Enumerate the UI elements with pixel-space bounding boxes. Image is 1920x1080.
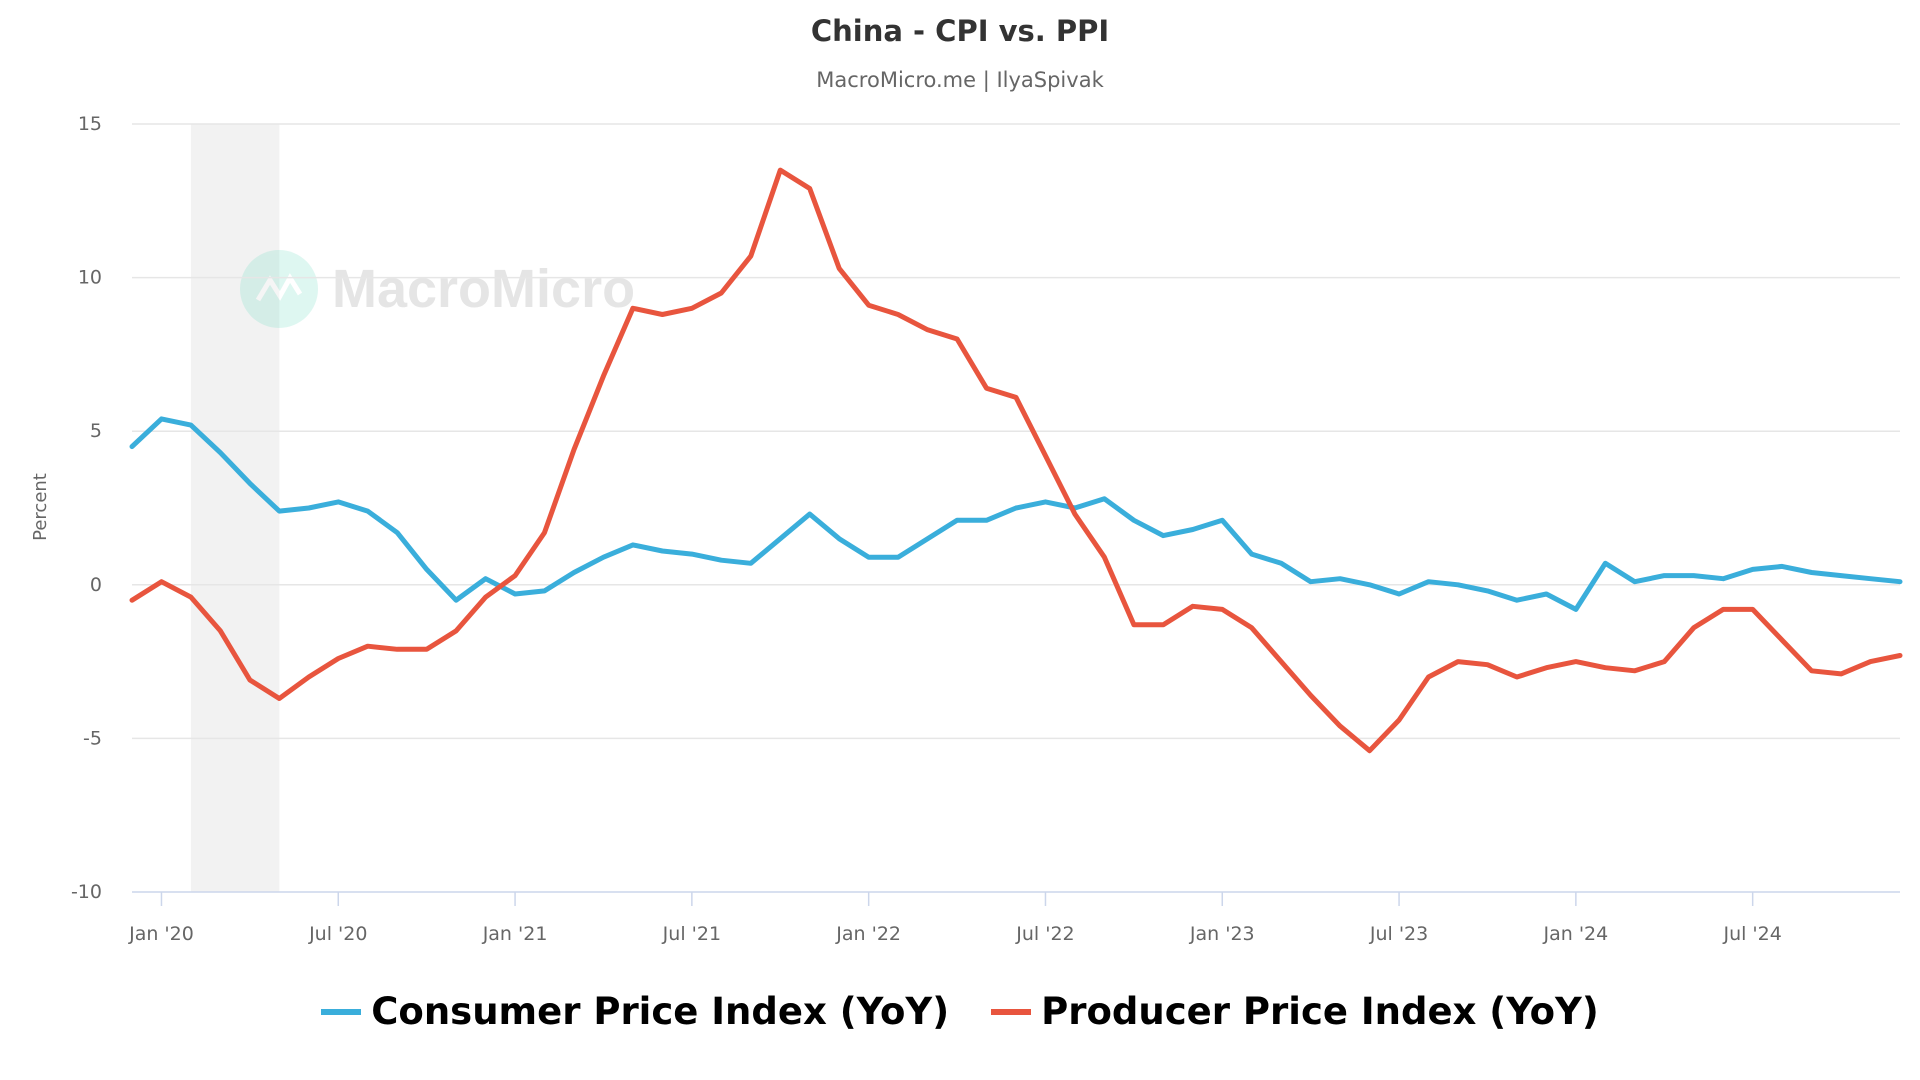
chart-title: China - CPI vs. PPI (810, 14, 1110, 48)
legend-label-ppi: Producer Price Index (YoY) (1041, 990, 1599, 1033)
y-tick-label: 0 (90, 574, 102, 596)
x-tick-label: Jan '20 (128, 923, 194, 945)
x-tick-label: Jul '23 (1369, 923, 1428, 945)
line-chart: MacroMicro Jan '20 Jul '20 Jan '21 Jul '21 J… (30, 113, 1903, 945)
legend: Consumer Price Index (YoY) Producer Pric… (0, 990, 1920, 1033)
x-tick-label: Jul '21 (662, 923, 721, 945)
legend-swatch-cpi (321, 1008, 362, 1015)
legend-item-ppi[interactable]: Producer Price Index (YoY) (991, 990, 1599, 1033)
chart-subtitle: MacroMicro.me | IlyaSpivak (816, 68, 1104, 92)
shaded-period (190, 124, 280, 892)
y-axis-label: Percent (30, 473, 51, 541)
y-tick-label: 15 (78, 113, 102, 135)
watermark-logo-icon (240, 250, 318, 328)
legend-label-cpi: Consumer Price Index (YoY) (371, 990, 950, 1033)
x-tick-label: Jan '21 (482, 923, 548, 945)
y-tick-label: -5 (83, 727, 102, 749)
y-tick-label: 5 (90, 420, 102, 442)
series-line-cpi (129, 416, 1903, 612)
x-tick-label: Jul '24 (1722, 923, 1781, 945)
x-tick-label: Jul '22 (1015, 923, 1074, 945)
y-tick-label: -10 (71, 881, 102, 903)
y-tick-label: 10 (78, 267, 102, 289)
series-line-ppi (129, 167, 1903, 754)
x-tick-label: Jan '23 (1189, 923, 1255, 945)
legend-swatch-ppi (991, 1008, 1032, 1015)
x-tick-label: Jan '22 (835, 923, 901, 945)
legend-item-cpi[interactable]: Consumer Price Index (YoY) (321, 990, 949, 1033)
x-tick-label: Jan '24 (1542, 923, 1608, 945)
watermark-logo: MacroMicro (240, 250, 635, 328)
watermark-text: MacroMicro (332, 259, 635, 319)
x-tick-label: Jul '20 (308, 923, 367, 945)
